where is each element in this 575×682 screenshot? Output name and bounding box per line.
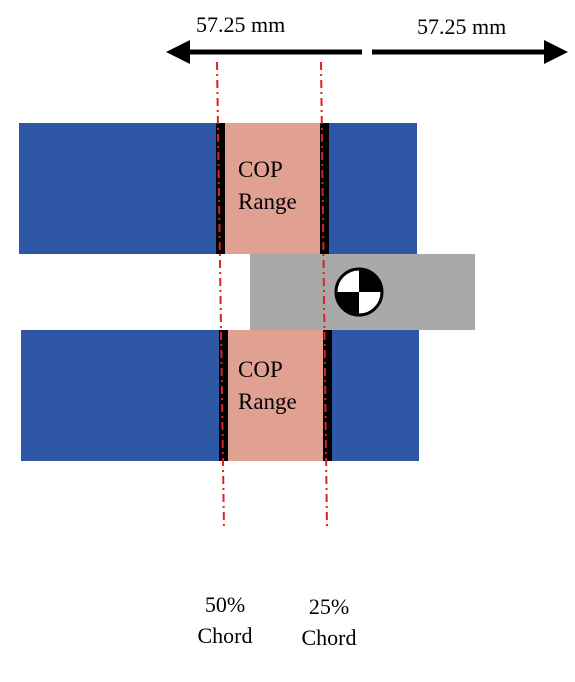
upper-cop-range: [216, 123, 328, 254]
arrow-left-icon: [166, 40, 362, 64]
lower-25-chord-bar: [323, 330, 332, 461]
dimension-arrows: [166, 40, 568, 64]
upper-25-chord-bar: [320, 123, 329, 254]
lower-cop-range: [219, 330, 331, 461]
upper-50-chord-bar: [216, 123, 225, 254]
chord-label-50-line1: 50%: [204, 592, 246, 617]
cg-symbol-icon: [334, 267, 384, 317]
chord-line-25: [320, 61, 328, 531]
upper-cop-label-line1: COP: [238, 157, 283, 182]
upper-cop-range-label: COP Range: [238, 154, 297, 218]
chord-label-25-line2: Chord: [301, 625, 357, 650]
chord-label-50-line2: Chord: [197, 623, 253, 648]
arrow-right-icon: [372, 40, 568, 64]
lower-cop-label-line2: Range: [238, 389, 297, 414]
lower-cop-label-line1: COP: [238, 357, 283, 382]
chord-line-50: [216, 61, 225, 531]
lower-50-chord-bar: [219, 330, 228, 461]
chord-label-25-line1: 25%: [308, 594, 350, 619]
chord-label-50: 50% Chord: [180, 589, 270, 651]
upper-cop-label-line2: Range: [238, 189, 297, 214]
dimension-right-label: 57.25 mm: [417, 14, 507, 39]
chord-label-25: 25% Chord: [284, 591, 374, 653]
dimension-left-label: 57.25 mm: [196, 12, 286, 37]
lower-cop-range-label: COP Range: [238, 354, 297, 418]
